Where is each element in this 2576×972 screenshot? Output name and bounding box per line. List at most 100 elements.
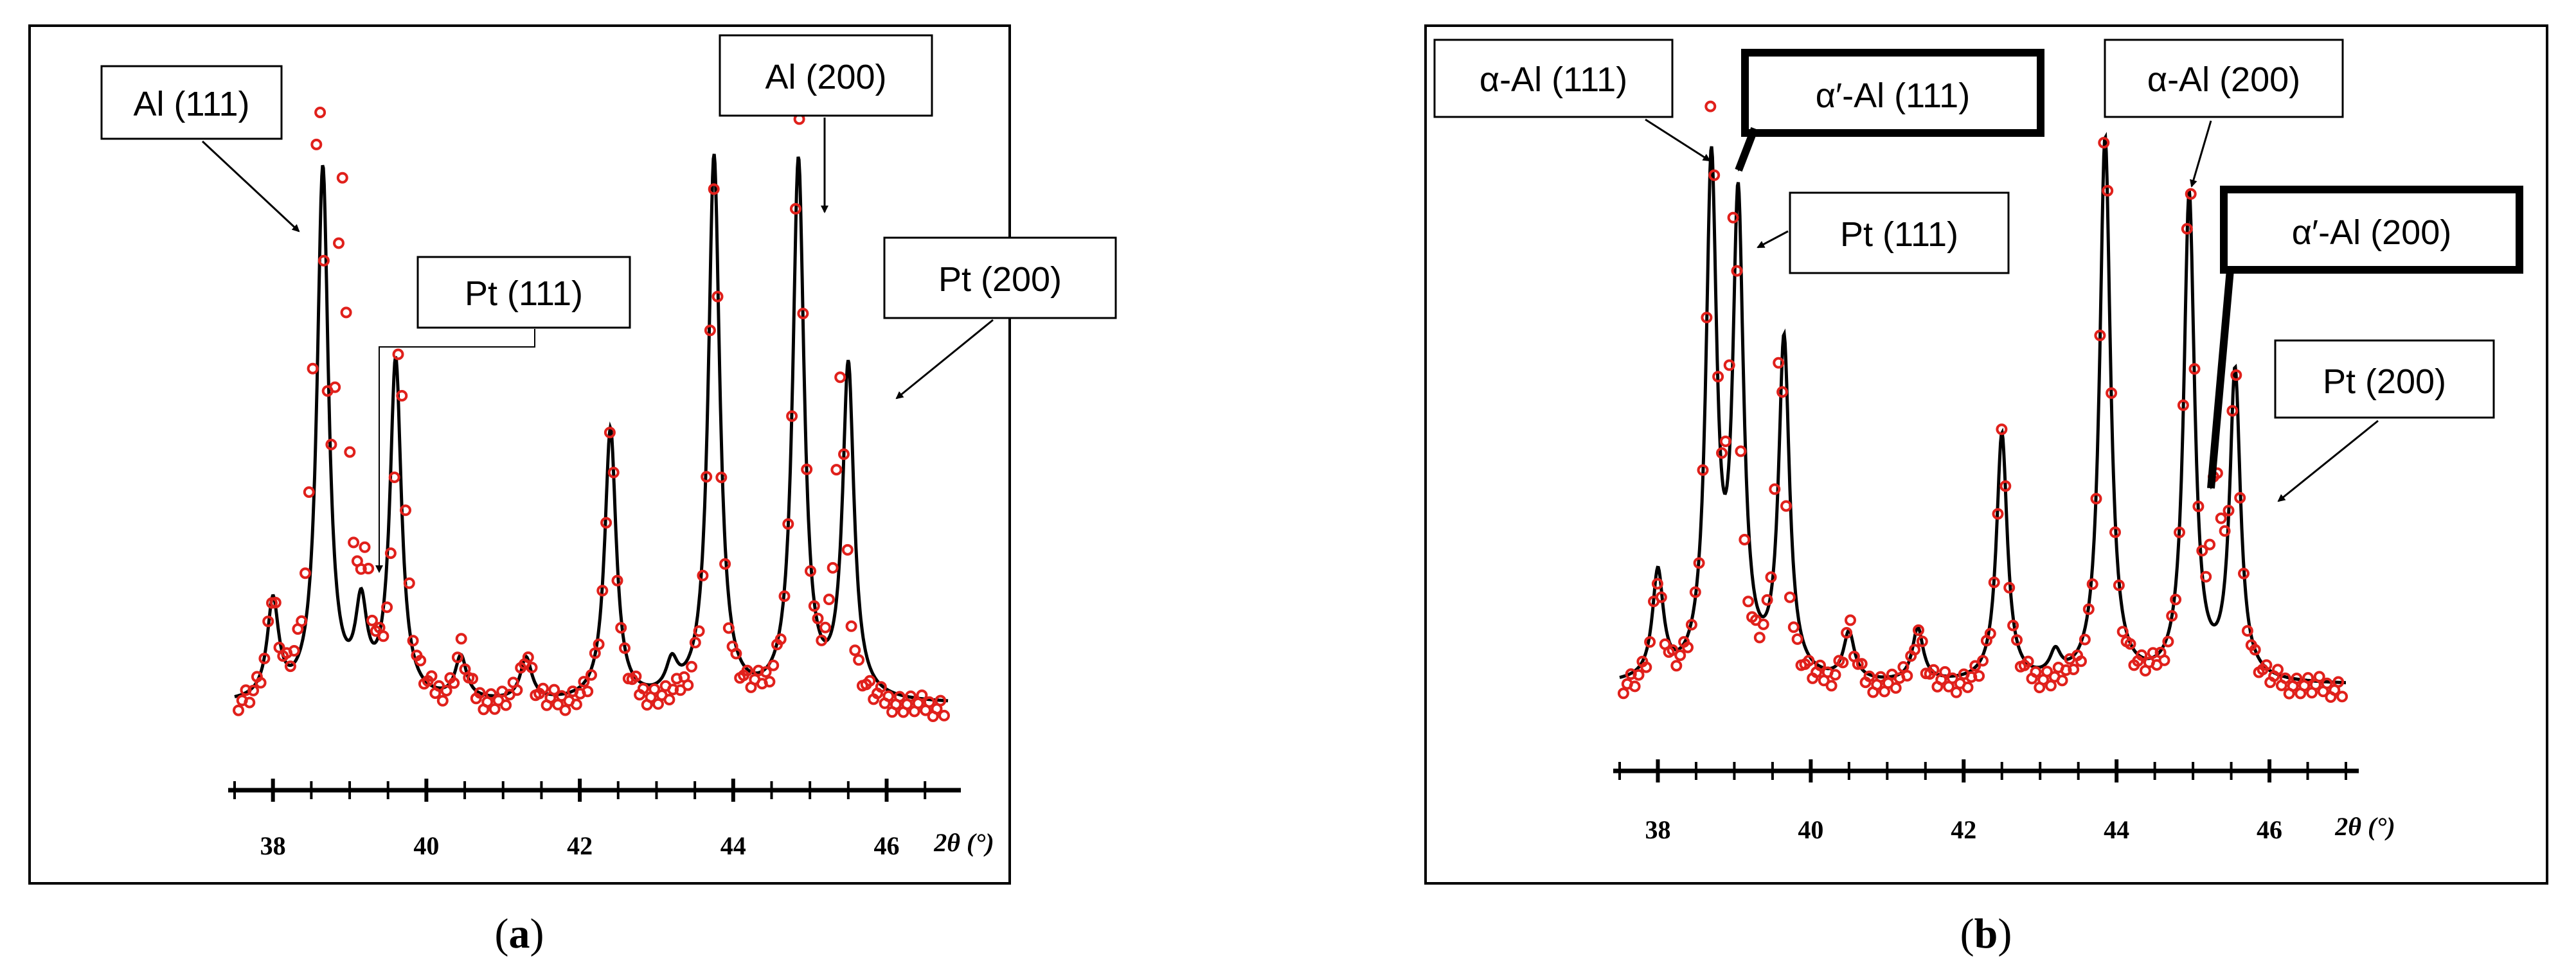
data-point (1769, 483, 1781, 495)
data-point (2313, 671, 2325, 683)
x-axis-title: 2θ (°) (2334, 812, 2395, 841)
data-point (570, 698, 582, 711)
data-point (388, 472, 400, 483)
data-point (2192, 500, 2205, 513)
data-point (2166, 610, 2178, 622)
data-point (1757, 618, 1769, 630)
caption-b: (b) (1960, 910, 2012, 957)
data-point (682, 679, 694, 691)
data-point (526, 662, 538, 674)
data-point (2249, 644, 2261, 656)
data-point (1856, 658, 1868, 670)
data-point (2204, 538, 2216, 551)
data-point (296, 615, 308, 627)
data-point (325, 438, 337, 450)
annotation-label: α′-Al (111) (1816, 76, 1970, 115)
caption-a: (a) (495, 910, 544, 957)
data-point (1667, 644, 1679, 656)
data-point (407, 635, 419, 647)
panel-b: 38 40 42 44 46 2θ (°) α-Al (111) α′-Al (111) … (1424, 24, 2548, 885)
data-point (853, 654, 865, 666)
data-point (2147, 647, 2159, 659)
data-point (1632, 669, 1645, 681)
data-point (485, 688, 497, 700)
data-point (244, 696, 256, 709)
annotation-pt-200: Pt (200) (883, 236, 1117, 400)
x-tick-label: 38 (1645, 815, 1670, 844)
data-point (2090, 493, 2102, 505)
data-point (1765, 571, 1777, 583)
data-point (1928, 664, 1940, 676)
data-point (1629, 680, 1641, 693)
data-point (381, 601, 393, 614)
data-point (362, 563, 375, 574)
x-tick-label: 46 (2257, 815, 2282, 844)
data-point (318, 254, 330, 267)
annotation-alpha-prime-al-200: α′-Al (200) (2207, 186, 2523, 490)
data-point (1787, 621, 1800, 633)
data-point (797, 308, 809, 319)
data-point (2279, 672, 2291, 684)
data-point (1988, 576, 2000, 588)
data-point (2291, 673, 2303, 684)
data-point (511, 684, 523, 696)
panel-a-frame (28, 24, 1011, 885)
data-point (1697, 464, 1709, 476)
data-point (440, 685, 452, 697)
data-point (1776, 386, 1789, 398)
data-point (1761, 594, 1773, 606)
data-point (938, 709, 950, 721)
data-point (1689, 586, 1701, 598)
data-point (648, 683, 661, 695)
data-point (1875, 671, 1887, 683)
data-point (377, 630, 389, 642)
data-point (262, 615, 274, 628)
data-point (2185, 188, 2197, 200)
data-point (2003, 581, 2016, 594)
data-point (689, 637, 701, 649)
data-point (2060, 664, 2072, 676)
data-point (1814, 659, 1826, 671)
data-point (2079, 633, 2091, 646)
data-point (1712, 371, 1724, 383)
data-point (2196, 545, 2208, 557)
data-point (893, 691, 906, 703)
annotation-al-200: Al (200) (719, 34, 933, 213)
data-point (310, 138, 323, 150)
data-point (2056, 675, 2068, 687)
data-point (1829, 669, 1841, 681)
x-tick-label: 46 (874, 831, 900, 860)
data-point (2158, 654, 2170, 666)
x-tick-label: 44 (720, 831, 746, 860)
data-point (1950, 686, 1962, 698)
data-point (2044, 680, 2057, 692)
data-point (1670, 660, 1683, 672)
data-point (2302, 672, 2314, 684)
data-point (2007, 619, 2019, 632)
data-point (1617, 687, 1629, 700)
data-point (2068, 664, 2080, 675)
data-point (522, 651, 534, 663)
data-point (2041, 666, 2053, 678)
data-point (2188, 363, 2201, 375)
data-point (1890, 682, 1902, 694)
data-point (303, 486, 315, 498)
annotation-alpha-al-111: α-Al (111) (1433, 39, 1711, 162)
data-point (2241, 625, 2253, 637)
data-point (615, 622, 627, 634)
data-point (730, 648, 742, 660)
data-point (1946, 672, 1958, 684)
data-point (1625, 668, 1637, 680)
data-point (808, 600, 820, 612)
data-point (719, 558, 731, 570)
data-point (816, 634, 828, 646)
data-point (630, 670, 642, 682)
data-point (1837, 657, 1849, 669)
data-point (834, 371, 846, 384)
data-point (1644, 636, 1656, 648)
annotation-pt-200: Pt (200) (2274, 339, 2495, 502)
data-point (611, 574, 623, 587)
data-point (578, 676, 590, 688)
data-point (355, 563, 367, 575)
